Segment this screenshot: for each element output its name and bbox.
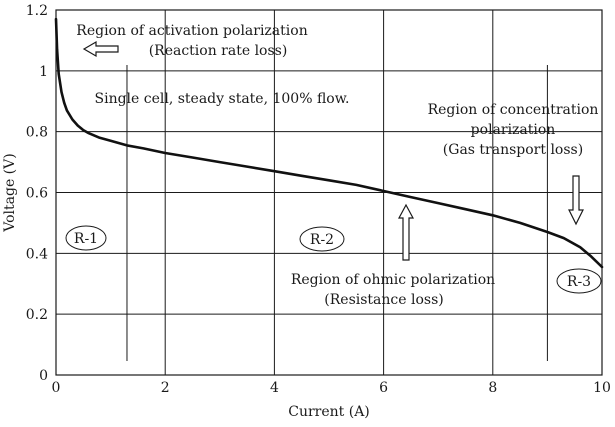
x-axis-label: Current (A) xyxy=(288,404,370,420)
region-r3-ellipse xyxy=(556,268,602,294)
activation-subtitle: (Reaction rate loss) xyxy=(149,43,288,59)
y-tick-label: 0.2 xyxy=(26,307,48,323)
region-r3-label: R-3 xyxy=(567,274,591,290)
y-tick-label: 0.4 xyxy=(26,246,48,262)
y-axis-label: Voltage (V) xyxy=(2,153,18,232)
concentration-line1: Region of concentration xyxy=(428,102,599,118)
polarization-curve xyxy=(54,17,604,269)
concentration-line3: (Gas transport loss) xyxy=(443,142,583,158)
x-tick-label: 6 xyxy=(379,380,388,396)
x-tick-label: 4 xyxy=(270,380,279,396)
y-tick-label: 0 xyxy=(39,368,48,384)
x-tick-label: 10 xyxy=(593,380,611,396)
ohmic-subtitle: (Resistance loss) xyxy=(324,292,443,308)
concentration-line2: polarization xyxy=(471,122,556,138)
region-r2-label: R-2 xyxy=(310,232,334,248)
plot-frame xyxy=(55,9,603,376)
y-ticks: 0 0.2 0.4 0.6 0.8 1 1.2 xyxy=(26,3,48,384)
x-tick-label: 8 xyxy=(488,380,497,396)
ohmic-title: Region of ohmic polarization xyxy=(291,272,495,288)
cell-condition-note: Single cell, steady state, 100% flow. xyxy=(95,91,350,107)
up-arrow xyxy=(397,203,415,261)
y-tick-label: 1 xyxy=(39,64,48,80)
y-tick-label: 0.8 xyxy=(26,125,48,141)
region-boundaries xyxy=(126,65,548,361)
x-tick-label: 0 xyxy=(52,380,61,396)
activation-title: Region of activation polarization xyxy=(76,23,307,39)
x-ticks: 0 2 4 6 8 10 xyxy=(52,380,611,396)
x-tick-label: 2 xyxy=(161,380,170,396)
region-r1-label: R-1 xyxy=(74,231,98,247)
down-arrow xyxy=(568,175,584,226)
y-tick-label: 1.2 xyxy=(26,3,48,19)
y-tick-label: 0.6 xyxy=(26,186,48,202)
region-r1-ellipse xyxy=(65,225,107,251)
grid xyxy=(56,10,602,375)
region-r2-ellipse xyxy=(299,226,345,252)
left-arrow xyxy=(82,40,119,58)
